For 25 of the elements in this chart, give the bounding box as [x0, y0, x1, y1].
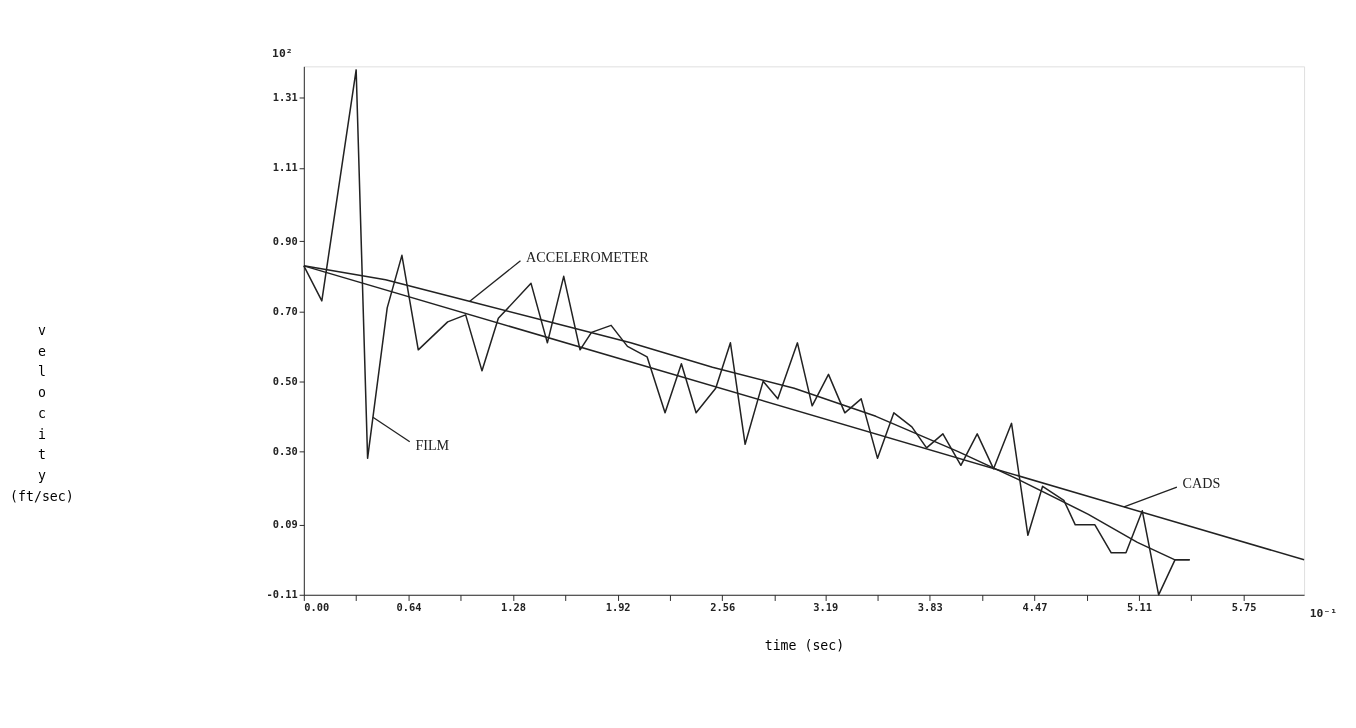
y-tick-label: 0.90 [272, 234, 298, 247]
text: 10⁻¹ [1309, 606, 1338, 621]
text: 10² [272, 45, 293, 60]
y-tick-label: 0.30 [272, 444, 298, 457]
text: CADS [1182, 475, 1221, 492]
x-tick-label: 0.64 [396, 601, 422, 614]
x-tick-label: 0.00 [304, 601, 330, 614]
y-tick-label: 0.50 [272, 374, 298, 387]
y-tick-label: 1.31 [272, 91, 298, 104]
x-tick-label: 5.75 [1231, 601, 1257, 614]
text: velocity (ft/sec) [10, 322, 74, 504]
x-axis-title: time (sec) [764, 638, 845, 654]
x-tick-label: 2.56 [710, 601, 736, 614]
x-tick-label: 1.92 [605, 601, 631, 614]
y-tick-label: 0.70 [272, 304, 298, 317]
x-tick-label: 3.83 [917, 601, 943, 614]
x-tick-label: 3.19 [813, 601, 839, 614]
x-tick-label: 5.11 [1127, 601, 1152, 614]
y-tick-label: -0.11 [266, 588, 298, 601]
x-tick-label: 1.28 [501, 601, 526, 614]
y-tick-label: 0.09 [272, 518, 298, 531]
text: FILM [415, 437, 450, 454]
x-tick-label: 4.47 [1022, 601, 1048, 614]
text: ACCELEROMETER [526, 248, 650, 265]
y-tick-label: 1.11 [272, 161, 298, 174]
